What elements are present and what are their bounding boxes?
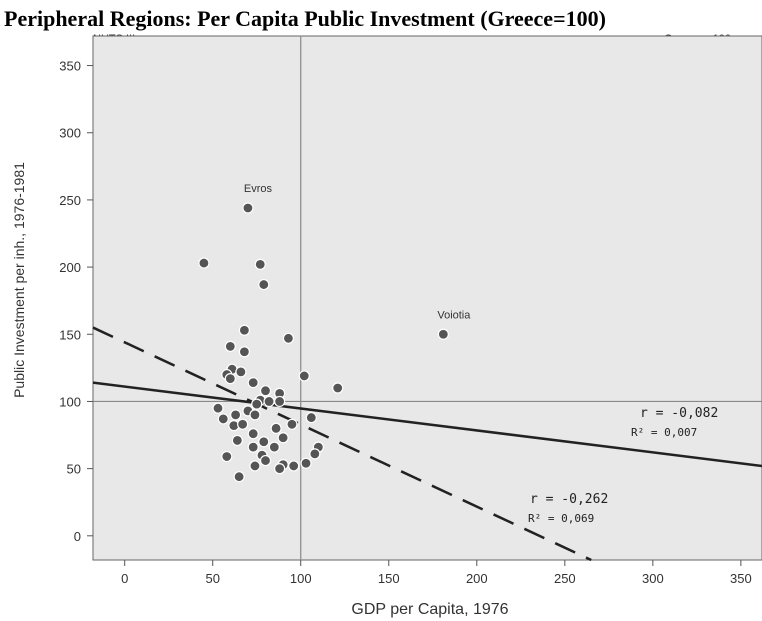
point-labels: Evros Voiotia <box>244 183 471 321</box>
stat-r-label: r = -0,082 <box>640 406 718 421</box>
stat-r-label: r = -0,262 <box>530 492 608 507</box>
data-points <box>198 202 449 483</box>
scatter-point <box>238 346 251 358</box>
fit-lines <box>92 326 762 562</box>
scatter-point <box>259 454 272 467</box>
x-tick-label: 350 <box>730 571 752 586</box>
scatter-point <box>277 432 289 444</box>
scatter-point <box>238 324 251 336</box>
scatter-point <box>247 441 259 453</box>
y-tick-label: 50 <box>67 462 81 477</box>
x-tick-label: 200 <box>466 571 488 586</box>
scatter-point <box>230 409 242 421</box>
scatter-point <box>298 370 310 382</box>
scatter-point <box>237 418 249 430</box>
scatter-point <box>263 395 275 408</box>
scatter-point <box>254 258 266 271</box>
y-tick-label: 150 <box>59 327 81 342</box>
y-tick-label: 300 <box>59 126 81 141</box>
scatter-point <box>242 202 254 214</box>
scatter-point <box>282 332 295 344</box>
scatter-point <box>224 340 236 352</box>
plot-area <box>92 35 762 561</box>
reference-lines <box>93 36 762 560</box>
scatter-point <box>258 278 270 291</box>
stat-labels: r = -0,082 R² = 0,007 r = -0,262 R² = 0,069 <box>528 406 718 525</box>
x-tick-label: 250 <box>554 571 576 586</box>
scatter-point <box>270 422 282 434</box>
scatter-point <box>251 398 263 410</box>
fit-line-solid <box>92 381 762 468</box>
x-tick-label: 150 <box>378 571 400 586</box>
scatter-point <box>259 385 272 397</box>
scatter-point <box>268 441 280 453</box>
scatter-point <box>305 411 317 424</box>
x-axis-label: GDP per Capita, 1976 <box>351 601 508 618</box>
scatter-point <box>274 395 286 408</box>
scatter-point <box>221 450 233 463</box>
scatter-point <box>212 402 224 414</box>
scatter-point <box>300 457 312 469</box>
y-tick-label: 100 <box>59 394 81 409</box>
scatter-point <box>224 373 236 385</box>
scatter-point <box>231 434 243 447</box>
x-tick-label: 0 <box>121 571 128 586</box>
scatter-point <box>233 471 245 483</box>
scatter-point <box>309 448 321 460</box>
scatter-point <box>217 413 229 425</box>
scatter-point <box>198 257 210 269</box>
x-axis-ticks: 0 50 100 150 200 250 300 350 <box>121 560 752 586</box>
y-tick-label: 250 <box>59 193 81 208</box>
stat-r2-label: R² = 0,069 <box>528 512 594 525</box>
y-tick-label: 0 <box>74 529 81 544</box>
point-label: Evros <box>244 183 273 195</box>
x-tick-label: 100 <box>290 571 312 586</box>
stat-r2-label: R² = 0,007 <box>631 426 697 439</box>
scatter-point <box>437 328 449 340</box>
y-tick-label: 350 <box>59 59 81 74</box>
scatter-point <box>249 460 261 472</box>
scatter-point <box>288 460 300 472</box>
y-tick-label: 200 <box>59 260 81 275</box>
point-label: Voiotia <box>437 309 471 321</box>
scatter-point <box>247 377 259 389</box>
scatter-point <box>249 409 261 421</box>
scatter-point <box>286 418 298 430</box>
scatter-point <box>332 382 344 394</box>
fit-line-dashed <box>92 326 592 562</box>
scatter-point <box>258 436 270 448</box>
page-title: Peripheral Regions: Per Capita Public In… <box>4 6 606 31</box>
y-axis-label: Public Investment per inh., 1976-1981 <box>11 162 27 398</box>
scatter-point <box>235 366 247 378</box>
scatter-point <box>247 428 259 440</box>
x-tick-label: 300 <box>642 571 664 586</box>
scatter-point <box>274 463 286 475</box>
x-tick-label: 50 <box>205 571 219 586</box>
y-axis-ticks: 0 50 100 150 200 250 300 350 <box>59 59 93 544</box>
